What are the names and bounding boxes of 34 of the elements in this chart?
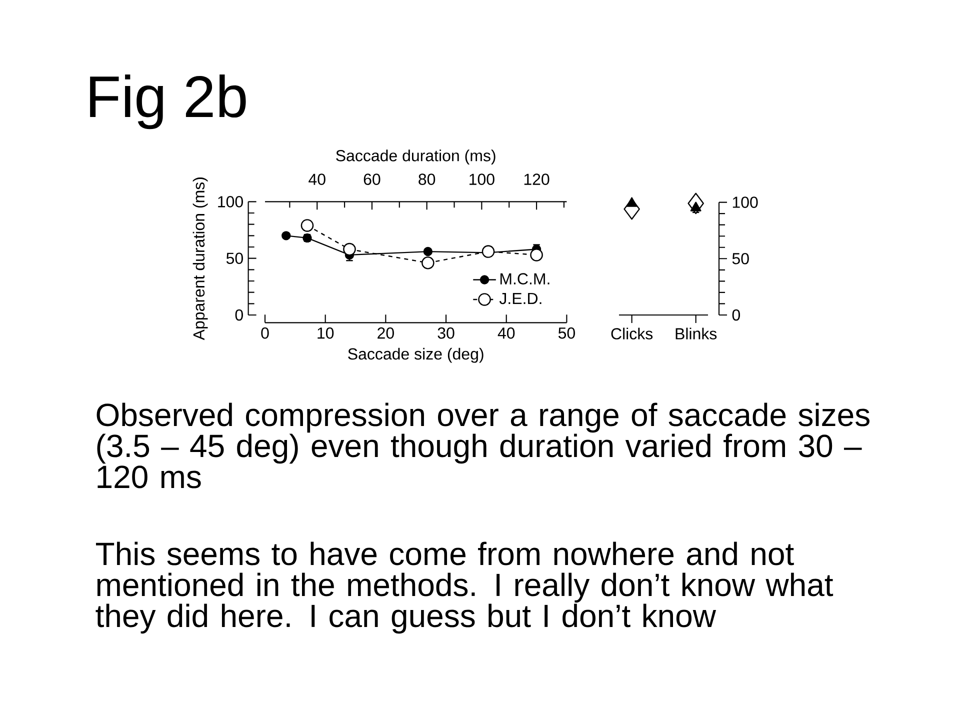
x-axis-title: Saccade size (deg) bbox=[348, 348, 484, 363]
point bbox=[422, 256, 434, 270]
point bbox=[343, 242, 356, 256]
point bbox=[423, 246, 433, 256]
x-tick-label: 30 bbox=[438, 327, 454, 339]
x2-axis-title: Saccade duration (ms) bbox=[336, 150, 496, 164]
legend-label: J.E.D. bbox=[499, 292, 542, 304]
y-tick-label: 50 bbox=[226, 252, 243, 264]
y2-tick-label: 50 bbox=[732, 252, 749, 264]
point bbox=[482, 245, 495, 258]
chart-title: Fig 2b bbox=[90, 74, 246, 130]
x-tick-label: 10 bbox=[318, 327, 334, 339]
x-tick-label: Blinks bbox=[676, 328, 717, 340]
legend-label: M.C.M. bbox=[500, 273, 550, 284]
text: This seems to have come from nowhere and not mentioned in the methods. I really don’t know what they did here. I can guess but I don’t know bbox=[96, 542, 834, 634]
x2-tick-label: 40 bbox=[308, 174, 326, 185]
y-tick-label: 100 bbox=[218, 196, 243, 208]
x2-tick-label: 60 bbox=[364, 174, 380, 185]
point bbox=[282, 231, 291, 240]
x2-tick-label: 120 bbox=[524, 174, 550, 185]
x-tick-label: 40 bbox=[498, 327, 515, 339]
text: Observed compression over a range of saccade sizes (3.5 – 45 deg) even though duration varied from 30 – 120 ms bbox=[96, 402, 870, 488]
y2-tick-label: 0 bbox=[732, 309, 740, 321]
x2-tick-label: 80 bbox=[418, 174, 436, 185]
point bbox=[300, 219, 314, 232]
point bbox=[530, 248, 543, 262]
x-tick-label: 0 bbox=[261, 327, 269, 339]
y-tick-label: 0 bbox=[235, 309, 243, 321]
x-tick-label: 20 bbox=[378, 327, 394, 339]
x-tick-label: 50 bbox=[558, 327, 575, 339]
x-tick-label: Clicks bbox=[611, 328, 653, 340]
y2-tick-label: 100 bbox=[732, 196, 758, 208]
x2-tick-label: 100 bbox=[470, 174, 494, 185]
y-axis-title: Apparent duration (ms) bbox=[192, 178, 208, 340]
